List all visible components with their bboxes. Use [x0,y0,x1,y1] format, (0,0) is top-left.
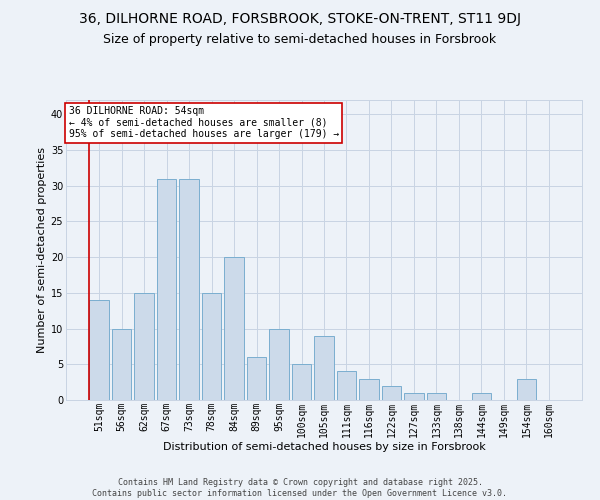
Bar [179,178,199,400]
Y-axis label: Number of semi-detached properties: Number of semi-detached properties [37,147,47,353]
Bar [427,393,446,400]
Text: 36 DILHORNE ROAD: 54sqm
← 4% of semi-detached houses are smaller (8)
95% of semi: 36 DILHORNE ROAD: 54sqm ← 4% of semi-det… [68,106,339,139]
Bar [517,378,536,400]
Bar [382,386,401,400]
Bar [247,357,266,400]
Bar [314,336,334,400]
Bar [134,293,154,400]
Bar [224,257,244,400]
Bar [404,393,424,400]
Bar [112,328,131,400]
Bar [472,393,491,400]
Bar [337,372,356,400]
Bar [89,300,109,400]
Bar [157,178,176,400]
Bar [269,328,289,400]
Bar [292,364,311,400]
X-axis label: Distribution of semi-detached houses by size in Forsbrook: Distribution of semi-detached houses by … [163,442,485,452]
Bar [359,378,379,400]
Bar [202,293,221,400]
Text: 36, DILHORNE ROAD, FORSBROOK, STOKE-ON-TRENT, ST11 9DJ: 36, DILHORNE ROAD, FORSBROOK, STOKE-ON-T… [79,12,521,26]
Text: Contains HM Land Registry data © Crown copyright and database right 2025.
Contai: Contains HM Land Registry data © Crown c… [92,478,508,498]
Text: Size of property relative to semi-detached houses in Forsbrook: Size of property relative to semi-detach… [103,32,497,46]
